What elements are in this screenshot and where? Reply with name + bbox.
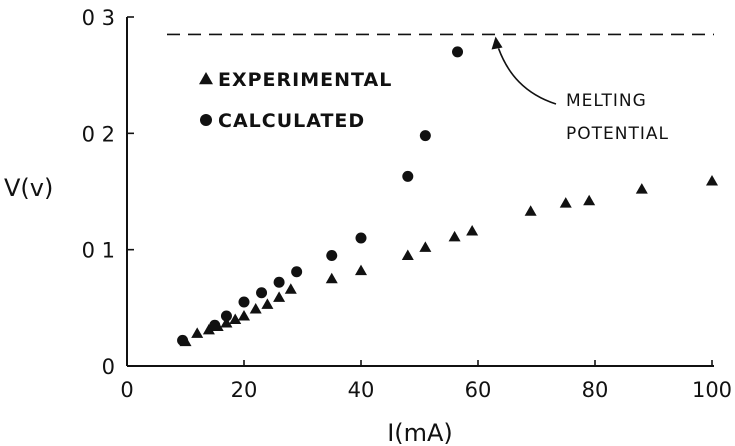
calculated-point — [177, 334, 189, 346]
y-axis-title: V(v) — [4, 174, 53, 202]
y-tick-label: 0 3 — [82, 6, 115, 30]
experimental-point — [284, 283, 297, 294]
experimental-point — [220, 316, 233, 328]
experimental-point — [635, 183, 648, 194]
experimental-point — [229, 313, 242, 324]
experimental-point — [524, 205, 537, 216]
experimental-point — [583, 194, 596, 206]
x-tick-label: 40 — [348, 378, 375, 402]
experimental-point — [706, 175, 718, 186]
calculated-point — [256, 287, 268, 299]
legend: EXPERIMENTAL CALCULATED — [199, 69, 392, 132]
x-tick-label: 100 — [692, 378, 732, 402]
calculated-point — [209, 319, 221, 331]
x-tick-label: 0 — [120, 378, 133, 402]
experimental-point — [273, 291, 286, 302]
annotation-arrow — [497, 48, 557, 105]
calculated-point — [355, 232, 367, 244]
y-tick-label: 0 2 — [82, 122, 115, 146]
experimental-point — [559, 197, 572, 208]
annotation-text-melting: MELTING — [566, 91, 647, 111]
calculated-point — [419, 130, 431, 142]
experimental-point — [249, 302, 262, 314]
experimental-point — [202, 323, 215, 335]
legend-marker-calculated — [200, 114, 212, 126]
calculated-point — [220, 310, 232, 322]
legend-label-experimental: EXPERIMENTAL — [218, 69, 392, 91]
calculated-point — [273, 276, 285, 288]
experimental-point — [419, 241, 432, 252]
legend-label-calculated: CALCULATED — [218, 110, 365, 132]
calculated-point — [402, 170, 414, 182]
calculated-point — [326, 249, 338, 261]
data-points — [177, 46, 718, 347]
experimental-point — [191, 327, 204, 338]
experimental-point — [325, 272, 338, 284]
x-axis-title: I(mA) — [387, 419, 453, 446]
x-tick-label: 60 — [465, 378, 492, 402]
y-tick-label: 0 1 — [82, 239, 115, 263]
x-tick-label: 20 — [231, 378, 258, 402]
calculated-point — [238, 296, 250, 308]
calculated-point — [452, 46, 464, 58]
x-tick-label: 80 — [582, 378, 609, 402]
experimental-point — [355, 264, 367, 276]
y-tick-label: 0 — [102, 355, 115, 379]
experimental-point — [238, 309, 250, 321]
ticks — [126, 16, 713, 367]
annotation-text-potential: POTENTIAL — [566, 124, 669, 144]
experimental-point — [261, 298, 274, 309]
annotation-arrowhead — [491, 36, 503, 50]
tick-labels: 0 20 40 60 80 100 0 0 1 0 2 0 3 — [82, 6, 732, 402]
experimental-point — [401, 249, 414, 260]
legend-marker-experimental — [199, 72, 213, 85]
axes — [126, 17, 714, 367]
experimental-point — [448, 230, 461, 242]
calculated-point — [291, 266, 303, 278]
experimental-point — [466, 225, 479, 236]
